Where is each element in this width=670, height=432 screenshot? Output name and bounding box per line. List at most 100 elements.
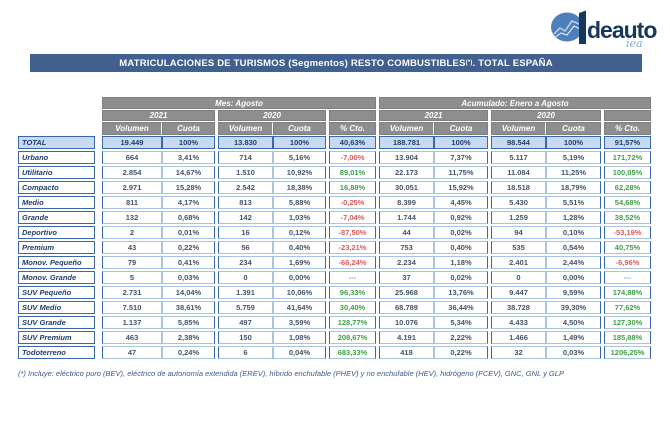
table-row: Compacto 2.971 15,28% 2.542 18,38% 16,88% 30.0… — [18, 181, 651, 194]
header-mes-agosto: Mes: Agosto — [102, 97, 376, 109]
cell-pct-cto: 30,40% — [329, 301, 376, 314]
cell-pct-cto: -7,00% — [329, 151, 376, 164]
row-label: Grande — [18, 211, 95, 224]
col-volumen: Volumen — [218, 122, 273, 135]
cell-value: 0,01% — [162, 226, 215, 239]
cell-value: 0,22% — [162, 241, 215, 254]
col-pct-cto: % Cto. — [329, 122, 376, 135]
cell-value: 1.391 — [218, 286, 273, 299]
header-year-row: 2021 2020 2021 2020 — [18, 110, 651, 121]
footnote: (*) Incluye: eléctrico puro (BEV), eléct… — [18, 369, 564, 378]
row-label: TOTAL — [18, 136, 95, 149]
cell-pct-cto: -66,24% — [329, 256, 376, 269]
cell-value: 813 — [218, 196, 273, 209]
cell-pct-cto: 683,33% — [329, 346, 376, 359]
row-label: Deportivo — [18, 226, 95, 239]
table-row: SUV Medio 7.510 38,61% 5.759 41,64% 30,40% 68.… — [18, 301, 651, 314]
cell-value: 2.854 — [102, 166, 162, 179]
cell-value: 0 — [491, 271, 546, 284]
header-mes-2021: 2021 — [102, 110, 215, 121]
cell-value: 98.544 — [491, 136, 546, 149]
cell-value: 2.542 — [218, 181, 273, 194]
cell-value: 41,64% — [273, 301, 326, 314]
cell-value: 5,19% — [546, 151, 601, 164]
cell-value: 0,24% — [162, 346, 215, 359]
cell-value: 1,28% — [546, 211, 601, 224]
cell-value: 14,67% — [162, 166, 215, 179]
cell-value: 16 — [218, 226, 273, 239]
table-row: Premium 43 0,22% 56 0,40% -23,21% 753 0,40% 535 0… — [18, 241, 651, 254]
logo-wordmark: deauto — [587, 17, 657, 43]
col-volumen: Volumen — [491, 122, 546, 135]
cell-pct-cto: -87,50% — [329, 226, 376, 239]
cell-value: 19.449 — [102, 136, 162, 149]
cell-value: 1.510 — [218, 166, 273, 179]
cell-value: 1,08% — [273, 331, 326, 344]
cell-value: 15,28% — [162, 181, 215, 194]
cell-pct-cto: -7,04% — [329, 211, 376, 224]
cell-pct-cto: 38,52% — [604, 211, 651, 224]
ideauto-logo-graphic: deauto iea — [551, 10, 658, 50]
table-row: Medio 811 4,17% 813 5,88% -0,25% 8.399 4,45% 5.4… — [18, 196, 651, 209]
cell-value: 188.781 — [379, 136, 434, 149]
cell-value: 234 — [218, 256, 273, 269]
page-title: MATRICULACIONES DE TURISMOS (Segmentos) … — [30, 54, 642, 72]
col-cuota: Cuota — [162, 122, 215, 135]
cell-value: 9,59% — [546, 286, 601, 299]
cell-value: 2,44% — [546, 256, 601, 269]
cell-value: 2.234 — [379, 256, 434, 269]
header-blank — [604, 110, 651, 121]
cell-value: 5,51% — [546, 196, 601, 209]
table-row: Deportivo 2 0,01% 16 0,12% -87,50% 44 0,02% 94 0,… — [18, 226, 651, 239]
cell-pct-cto: 62,28% — [604, 181, 651, 194]
col-volumen: Volumen — [379, 122, 434, 135]
cell-value: 56 — [218, 241, 273, 254]
cell-value: 0,40% — [434, 241, 488, 254]
cell-value: 36,44% — [434, 301, 488, 314]
cell-value: 463 — [102, 331, 162, 344]
cell-pct-cto: 54,68% — [604, 196, 651, 209]
col-volumen: Volumen — [102, 122, 162, 135]
cell-value: 418 — [379, 346, 434, 359]
header-spacer — [18, 97, 102, 109]
cell-value: 2.401 — [491, 256, 546, 269]
cell-value: 4,17% — [162, 196, 215, 209]
table-row: SUV Pequeño 2.731 14,04% 1.391 10,06% 96,33% 2… — [18, 286, 651, 299]
cell-pct-cto: 96,33% — [329, 286, 376, 299]
ideauto-logo: deauto iea — [550, 7, 658, 50]
cell-value: 9.447 — [491, 286, 546, 299]
title-suffix: . TOTAL ESPAÑA — [472, 57, 553, 69]
cell-value: 30.051 — [379, 181, 434, 194]
row-label: Todoterreno — [18, 346, 95, 359]
row-label: SUV Grande — [18, 316, 95, 329]
row-label: Monov. Pequeño — [18, 256, 95, 269]
cell-pct-cto: 91,57% — [604, 136, 651, 149]
table-body: TOTAL 19.449 100% 13.830 100% 40,63% 188.781 10… — [18, 136, 651, 359]
cell-pct-cto: -6,96% — [604, 256, 651, 269]
cell-value: 4.433 — [491, 316, 546, 329]
cell-value: 4.191 — [379, 331, 434, 344]
table-row: Grande 132 0,68% 142 1,03% -7,04% 1.744 0,92% 1.… — [18, 211, 651, 224]
cell-value: 5,85% — [162, 316, 215, 329]
cell-value: 18,79% — [546, 181, 601, 194]
cell-value: 2 — [102, 226, 162, 239]
row-label: Medio — [18, 196, 95, 209]
cell-pct-cto: --- — [329, 271, 376, 284]
cell-value: 38.728 — [491, 301, 546, 314]
cell-pct-cto: 127,30% — [604, 316, 651, 329]
cell-pct-cto: 128,77% — [329, 316, 376, 329]
cell-pct-cto: 100,05% — [604, 166, 651, 179]
row-label: Urbano — [18, 151, 95, 164]
header-blank — [329, 110, 376, 121]
cell-value: 5 — [102, 271, 162, 284]
col-cuota: Cuota — [434, 122, 488, 135]
logo-script: iea — [626, 37, 643, 49]
cell-pct-cto: 171,72% — [604, 151, 651, 164]
cell-value: 5.430 — [491, 196, 546, 209]
cell-value: 13.830 — [218, 136, 273, 149]
cell-value: 11,25% — [546, 166, 601, 179]
header-spacer — [18, 122, 102, 135]
cell-value: 0,54% — [546, 241, 601, 254]
cell-value: 25.968 — [379, 286, 434, 299]
